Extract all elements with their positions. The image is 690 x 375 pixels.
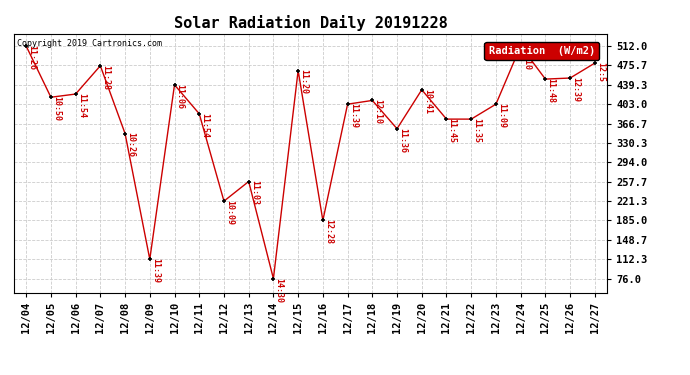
Point bbox=[317, 217, 328, 223]
Text: 10:09: 10:09 bbox=[225, 200, 234, 225]
Point bbox=[391, 126, 402, 132]
Text: 11:36: 11:36 bbox=[398, 128, 407, 153]
Point bbox=[491, 101, 502, 107]
Text: Copyright 2019 Cartronics.com: Copyright 2019 Cartronics.com bbox=[17, 39, 161, 48]
Text: 12:5: 12:5 bbox=[596, 62, 605, 82]
Text: 11:10: 11:10 bbox=[522, 45, 531, 70]
Point bbox=[293, 68, 304, 74]
Text: 11:45: 11:45 bbox=[448, 118, 457, 143]
Point bbox=[243, 178, 254, 184]
Text: 10:26: 10:26 bbox=[126, 132, 135, 158]
Point bbox=[466, 116, 477, 122]
Point bbox=[540, 76, 551, 82]
Point bbox=[46, 94, 57, 100]
Text: 11:03: 11:03 bbox=[250, 180, 259, 206]
Point bbox=[367, 98, 378, 104]
Text: 11:20: 11:20 bbox=[299, 69, 308, 94]
Point bbox=[119, 130, 130, 136]
Point bbox=[589, 60, 600, 66]
Text: 10:50: 10:50 bbox=[52, 96, 61, 121]
Point bbox=[169, 82, 180, 88]
Point bbox=[70, 91, 81, 97]
Text: 14:30: 14:30 bbox=[275, 278, 284, 303]
Point bbox=[564, 75, 575, 81]
Text: 12:39: 12:39 bbox=[571, 77, 580, 102]
Point bbox=[194, 111, 205, 117]
Point bbox=[515, 43, 526, 49]
Legend: Radiation  (W/m2): Radiation (W/m2) bbox=[484, 42, 599, 60]
Text: 11:09: 11:09 bbox=[497, 103, 506, 128]
Text: 11:26: 11:26 bbox=[28, 45, 37, 70]
Point bbox=[95, 63, 106, 69]
Point bbox=[21, 43, 32, 49]
Text: 11:06: 11:06 bbox=[176, 84, 185, 109]
Point bbox=[441, 116, 452, 122]
Text: 12:10: 12:10 bbox=[373, 99, 382, 124]
Text: 11:28: 11:28 bbox=[101, 65, 110, 90]
Point bbox=[219, 198, 230, 204]
Title: Solar Radiation Daily 20191228: Solar Radiation Daily 20191228 bbox=[174, 15, 447, 31]
Text: 11:39: 11:39 bbox=[349, 103, 358, 128]
Text: 11:39: 11:39 bbox=[151, 258, 160, 283]
Text: 11:54: 11:54 bbox=[77, 93, 86, 118]
Text: 12:28: 12:28 bbox=[324, 219, 333, 245]
Point bbox=[144, 256, 155, 262]
Point bbox=[416, 87, 427, 93]
Text: 10:41: 10:41 bbox=[423, 89, 432, 114]
Text: 11:48: 11:48 bbox=[546, 78, 555, 103]
Text: 11:35: 11:35 bbox=[473, 118, 482, 143]
Text: 11:54: 11:54 bbox=[201, 113, 210, 138]
Point bbox=[268, 276, 279, 282]
Point bbox=[342, 101, 353, 107]
